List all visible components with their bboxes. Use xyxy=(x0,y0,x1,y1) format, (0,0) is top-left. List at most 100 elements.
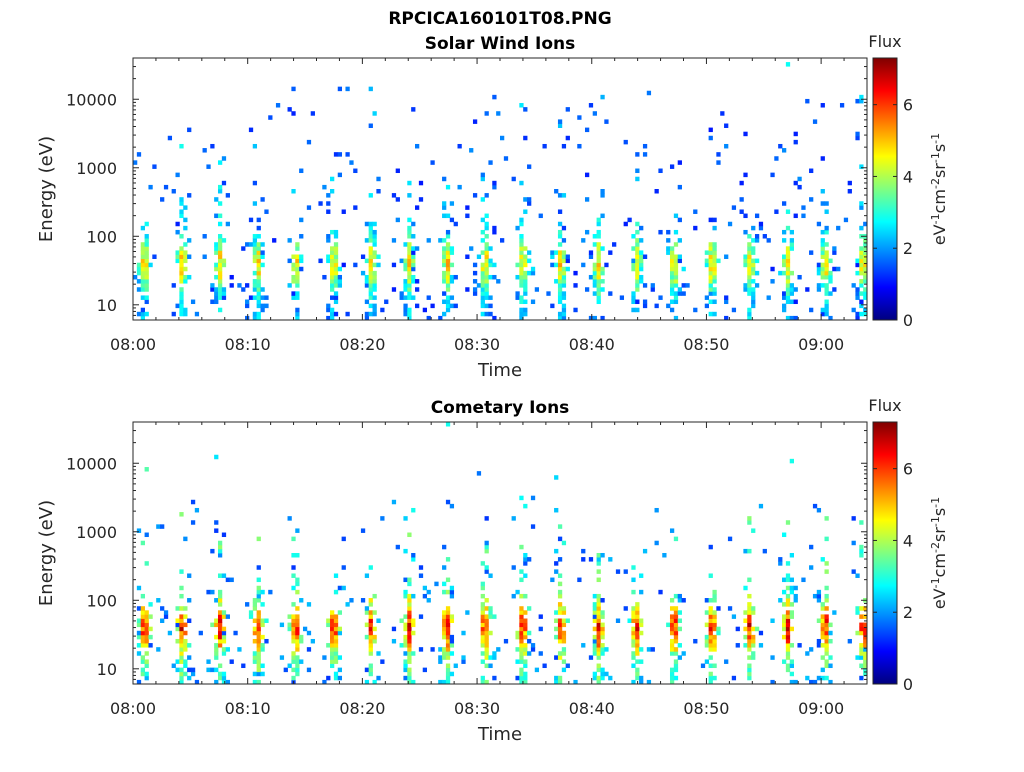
heatmap-cell xyxy=(469,246,474,251)
heatmap-cell xyxy=(368,614,373,619)
heatmap-cell xyxy=(407,274,412,280)
heatmap-cell xyxy=(596,593,601,599)
heatmap-cell xyxy=(337,626,343,632)
heatmap-cell xyxy=(411,262,416,268)
heatmap-cell xyxy=(712,254,717,259)
heatmap-cell xyxy=(476,254,482,259)
heatmap-cell xyxy=(604,671,609,677)
heatmap-cell xyxy=(194,507,200,513)
heatmap-cell xyxy=(592,270,597,276)
heatmap-cell xyxy=(140,250,145,255)
heatmap-cell xyxy=(217,238,223,243)
heatmap-cell xyxy=(372,307,377,313)
heatmap-cell xyxy=(712,270,717,276)
heatmap-cell xyxy=(793,213,798,219)
heatmap-cell xyxy=(600,626,605,632)
heatmap-cell xyxy=(407,242,412,247)
heatmap-cell xyxy=(859,548,864,554)
heatmap-cell xyxy=(836,266,841,272)
heatmap-cell xyxy=(492,274,497,280)
heatmap-cell xyxy=(368,647,373,652)
heatmap-cell xyxy=(183,311,188,317)
heatmap-cell xyxy=(542,663,547,669)
heatmap-cell xyxy=(183,638,188,644)
heatmap-cell xyxy=(592,671,597,677)
heatmap-cell xyxy=(442,205,447,210)
heatmap-cell xyxy=(217,189,223,194)
heatmap-cell xyxy=(708,663,713,669)
heatmap-cell xyxy=(596,270,601,276)
heatmap-cell xyxy=(187,675,192,681)
heatmap-cell xyxy=(704,638,710,644)
heatmap-cell xyxy=(453,221,458,227)
heatmap-cell xyxy=(635,602,640,607)
heatmap-cell xyxy=(407,234,412,239)
heatmap-cell xyxy=(411,279,416,284)
heatmap-cell xyxy=(217,602,223,607)
heatmap-cell xyxy=(859,655,864,660)
heatmap-cell xyxy=(666,238,671,243)
heatmap-cell xyxy=(820,606,825,611)
heatmap-cell xyxy=(407,606,412,611)
heatmap-cell xyxy=(256,299,261,305)
heatmap-cell xyxy=(708,270,713,276)
heatmap-cell xyxy=(295,279,300,284)
heatmap-cell xyxy=(368,287,373,292)
heatmap-cell xyxy=(596,262,601,268)
heatmap-cell xyxy=(785,651,791,656)
heatmap-cell xyxy=(561,283,567,288)
heatmap-cell xyxy=(179,630,184,636)
heatmap-cell xyxy=(561,667,567,673)
heatmap-cell xyxy=(140,279,145,284)
heatmap-cell xyxy=(403,258,408,264)
heatmap-cell xyxy=(403,622,408,628)
heatmap-cell xyxy=(600,266,605,272)
heatmap-cell xyxy=(287,622,292,628)
heatmap-cell xyxy=(449,589,455,595)
heatmap-cell xyxy=(789,610,794,615)
heatmap-cell xyxy=(368,291,373,296)
heatmap-cell xyxy=(445,577,451,583)
heatmap-cell xyxy=(519,626,524,632)
heatmap-cell xyxy=(751,238,756,243)
heatmap-cell xyxy=(445,262,451,268)
heatmap-cell xyxy=(673,634,679,640)
heatmap-cell xyxy=(782,262,787,268)
heatmap-cell xyxy=(333,630,339,636)
heatmap-cell xyxy=(793,593,798,599)
heatmap-cell xyxy=(438,655,443,660)
plot-area xyxy=(133,58,867,320)
heatmap-cell xyxy=(565,618,570,623)
heatmap-cell xyxy=(210,548,215,554)
heatmap-cell xyxy=(635,283,640,288)
heatmap-cell xyxy=(789,589,794,595)
heatmap-cell xyxy=(484,311,489,317)
heatmap-cell xyxy=(855,610,860,615)
heatmap-cell xyxy=(252,234,258,239)
heatmap-cell xyxy=(596,667,601,673)
heatmap-cell xyxy=(712,258,717,264)
heatmap-cell xyxy=(693,638,698,644)
heatmap-cell xyxy=(561,659,567,664)
heatmap-cell xyxy=(774,209,779,214)
heatmap-cell xyxy=(789,553,794,558)
heatmap-cell xyxy=(291,262,296,268)
heatmap-cell xyxy=(449,614,455,619)
heatmap-cell xyxy=(202,254,207,259)
heatmap-cell xyxy=(716,160,721,165)
heatmap-cell xyxy=(364,315,370,320)
heatmap-cell xyxy=(824,250,829,255)
heatmap-cell xyxy=(380,307,385,313)
heatmap-cell xyxy=(573,270,578,276)
heatmap-cell xyxy=(422,667,427,673)
y-tick-label: 100 xyxy=(86,227,117,246)
heatmap-cell xyxy=(824,622,829,628)
heatmap-cell xyxy=(673,270,679,276)
heatmap-cell xyxy=(646,679,652,684)
heatmap-cell xyxy=(245,602,250,607)
heatmap-cell xyxy=(669,274,675,280)
heatmap-cell xyxy=(635,238,640,243)
heatmap-cell xyxy=(144,246,149,251)
heatmap-cell xyxy=(183,606,188,611)
plot-area xyxy=(133,422,867,684)
